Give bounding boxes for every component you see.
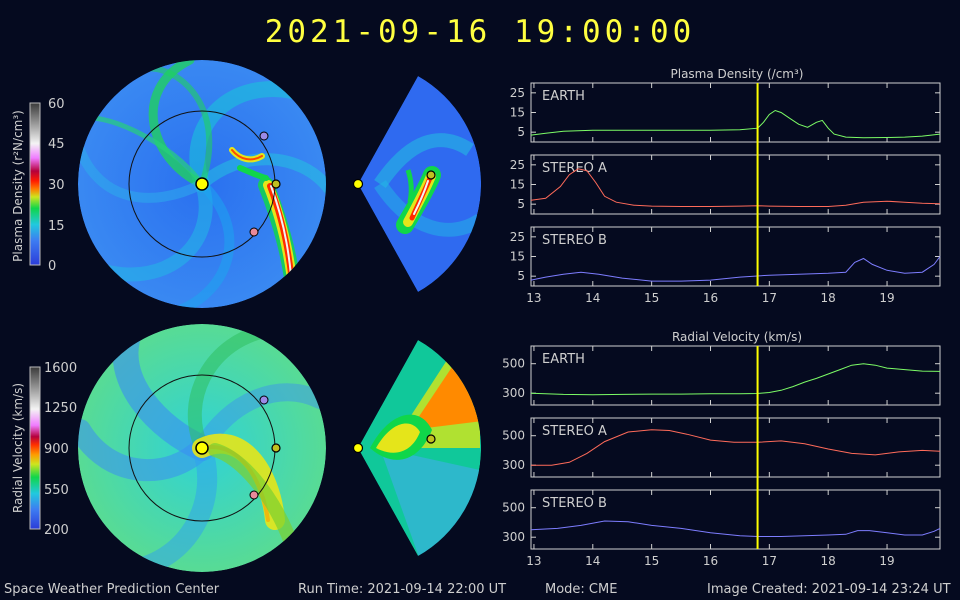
sun-marker bbox=[195, 177, 209, 191]
density-colorbar-tick: 60 bbox=[48, 97, 65, 112]
x-tick-label: 18 bbox=[821, 291, 836, 305]
y-tick-label: 25 bbox=[510, 230, 525, 244]
density-colorbar-tick: 30 bbox=[48, 178, 65, 193]
y-tick-label: 5 bbox=[517, 269, 525, 283]
x-tick-label: 15 bbox=[644, 554, 659, 568]
x-tick-label: 19 bbox=[879, 291, 894, 305]
time-series-panels: 5 15 25 EARTH 5 15 25 STEREO A 5 15 25 STEREO B 13 14… bbox=[502, 82, 941, 568]
y-tick-label: 15 bbox=[510, 178, 525, 192]
stereo-b-marker bbox=[259, 131, 269, 141]
y-tick-label: 500 bbox=[502, 501, 525, 515]
density-wedge-markers bbox=[352, 170, 436, 190]
velocity-colorbar: 1600 1250 900 550 200 Radial Velocity (k… bbox=[11, 361, 77, 538]
series-label: STEREO A bbox=[542, 161, 607, 176]
density-colorbar: 60 45 30 15 0 Plasma Density (r²N/cm³) bbox=[11, 97, 65, 274]
y-tick-label: 5 bbox=[517, 125, 525, 139]
y-tick-label: 5 bbox=[517, 197, 525, 211]
footer-mode: Mode: CME bbox=[545, 582, 618, 597]
velocity-wedge-markers bbox=[352, 434, 436, 454]
stereo-a-marker bbox=[249, 490, 259, 500]
earth-marker bbox=[271, 179, 281, 189]
panel-0-0: 5 15 25 EARTH bbox=[510, 82, 941, 143]
x-tick-label: 15 bbox=[644, 291, 659, 305]
density-meridional-map bbox=[358, 76, 482, 292]
panel-frame bbox=[530, 82, 941, 143]
velocity-colorbar-tick: 200 bbox=[44, 523, 69, 538]
velocity-colorbar-tick: 1250 bbox=[44, 401, 77, 416]
series-line-earth bbox=[530, 363, 941, 396]
panel-frame bbox=[530, 345, 941, 406]
y-tick-label: 500 bbox=[502, 429, 525, 443]
series-line-stereo-a bbox=[531, 429, 941, 466]
x-tick-label: 16 bbox=[703, 554, 718, 568]
x-tick-label: 18 bbox=[821, 554, 836, 568]
earth-marker bbox=[271, 443, 281, 453]
series-line-stereo-b bbox=[530, 256, 941, 282]
y-tick-label: 15 bbox=[510, 106, 525, 120]
panel-0-1: 5 15 25 STEREO A bbox=[510, 154, 941, 215]
panel-frame bbox=[530, 489, 941, 550]
series-label: EARTH bbox=[542, 352, 585, 367]
footer-run-time: Run Time: 2021-09-14 22:00 UT bbox=[298, 582, 507, 597]
velocity-colorbar-tick: 1600 bbox=[44, 361, 77, 376]
page-title: 2021-09-16 19:00:00 bbox=[264, 14, 696, 50]
series-label: STEREO A bbox=[542, 424, 607, 439]
x-tick-label: 17 bbox=[762, 554, 777, 568]
footer-created: Image Created: 2021-09-14 23:24 UT bbox=[707, 582, 951, 597]
series-label: STEREO B bbox=[542, 496, 607, 511]
sun-marker bbox=[352, 442, 364, 454]
y-tick-label: 25 bbox=[510, 158, 525, 172]
series-line-stereo-b bbox=[530, 520, 941, 537]
sun-marker bbox=[352, 178, 364, 190]
density-colorbar-tick: 0 bbox=[48, 259, 56, 274]
stereo-b-marker bbox=[259, 395, 269, 405]
velocity-colorbar-tick: 550 bbox=[44, 483, 69, 498]
stereo-a-marker bbox=[249, 227, 259, 237]
y-tick-label: 500 bbox=[502, 357, 525, 371]
y-tick-label: 300 bbox=[502, 458, 525, 472]
footer-org: Space Weather Prediction Center bbox=[4, 582, 220, 597]
panel-1-2: 300 500 STEREO B bbox=[502, 489, 941, 550]
sun-marker bbox=[195, 441, 209, 455]
x-tick-label: 13 bbox=[526, 554, 541, 568]
x-tick-label: 14 bbox=[585, 291, 600, 305]
earth-marker bbox=[426, 434, 436, 444]
velocity-meridional-map bbox=[358, 340, 482, 556]
x-tick-label: 16 bbox=[703, 291, 718, 305]
density-panel-title: Plasma Density (/cm³) bbox=[671, 67, 804, 81]
panel-frame bbox=[530, 417, 941, 478]
series-line-stereo-a bbox=[530, 168, 941, 207]
panel-1-0: 300 500 EARTH bbox=[502, 345, 941, 406]
density-colorbar-tick: 15 bbox=[48, 219, 65, 234]
density-disk-markers bbox=[195, 131, 281, 237]
x-tick-label: 17 bbox=[762, 291, 777, 305]
velocity-colorbar-tick: 900 bbox=[44, 442, 69, 457]
y-tick-label: 300 bbox=[502, 530, 525, 544]
x-tick-label: 13 bbox=[526, 291, 541, 305]
series-line-earth bbox=[530, 109, 941, 139]
panel-0-2: 5 15 25 STEREO B bbox=[510, 226, 941, 287]
panel-1-1: 300 500 STEREO A bbox=[502, 417, 941, 478]
x-tick-label: 14 bbox=[585, 554, 600, 568]
series-label: EARTH bbox=[542, 89, 585, 104]
density-colorbar-tick: 45 bbox=[48, 137, 65, 152]
density-colorbar-label: Plasma Density (r²N/cm³) bbox=[11, 110, 25, 262]
velocity-colorbar-label: Radial Velocity (km/s) bbox=[11, 383, 25, 513]
y-tick-label: 300 bbox=[502, 386, 525, 400]
earth-marker bbox=[426, 170, 436, 180]
y-tick-label: 25 bbox=[510, 86, 525, 100]
y-tick-label: 15 bbox=[510, 250, 525, 264]
velocity-panel-title: Radial Velocity (km/s) bbox=[672, 330, 802, 344]
velocity-disk-markers bbox=[195, 395, 281, 500]
series-label: STEREO B bbox=[542, 233, 607, 248]
x-tick-label: 19 bbox=[879, 554, 894, 568]
